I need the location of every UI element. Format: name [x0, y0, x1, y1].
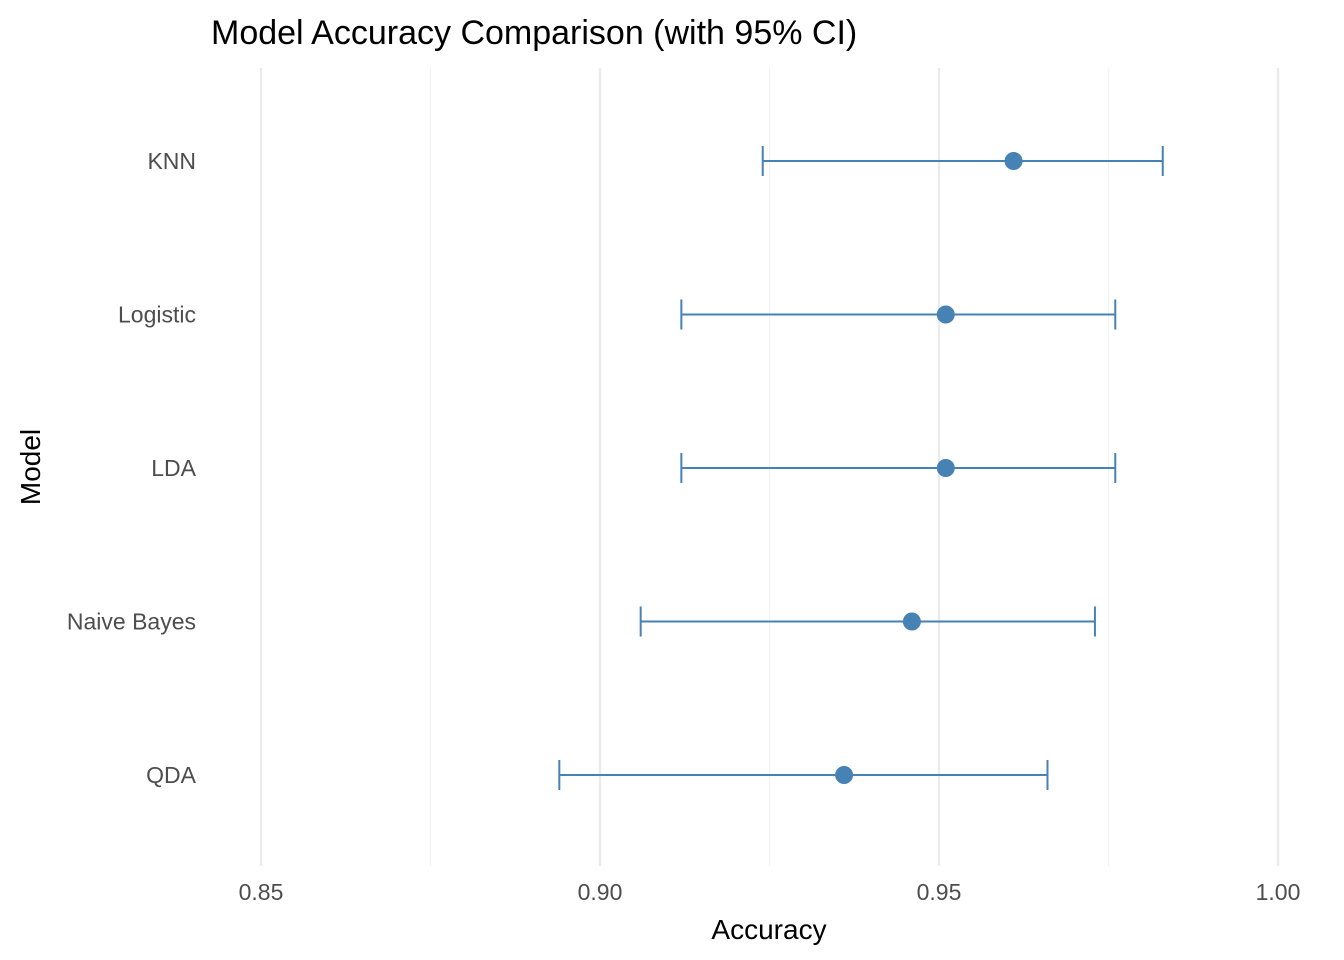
error-bar-group	[680, 453, 1117, 483]
error-bar-group	[680, 299, 1117, 330]
data-point	[835, 766, 854, 784]
y-axis-title: Model	[15, 429, 46, 505]
data-marks	[558, 146, 1164, 790]
error-bar-group	[558, 760, 1049, 790]
y-tick-label: QDA	[146, 762, 197, 788]
y-tick-label: KNN	[147, 148, 196, 174]
data-point	[1004, 152, 1023, 170]
error-bar-group	[639, 606, 1096, 637]
error-bar-group	[761, 146, 1164, 176]
chart-title: Model Accuracy Comparison (with 95% CI)	[211, 14, 857, 52]
y-tick-label: Naive Bayes	[67, 609, 196, 635]
y-tick-label: Logistic	[118, 302, 196, 328]
y-tick-label: LDA	[151, 455, 196, 481]
x-axis-title: Accuracy	[711, 914, 826, 945]
data-point	[936, 305, 955, 324]
x-tick-label: 0.95	[917, 879, 962, 905]
data-point	[936, 459, 955, 477]
data-point	[902, 612, 921, 631]
x-axis-ticks: 0.85 0.90 0.95 1.00	[239, 879, 1301, 905]
y-axis-ticks: KNN Logistic LDA Naive Bayes QDA	[67, 148, 197, 788]
x-tick-label: 0.90	[578, 879, 623, 905]
x-tick-label: 0.85	[239, 879, 284, 905]
x-tick-label: 1.00	[1256, 879, 1301, 905]
